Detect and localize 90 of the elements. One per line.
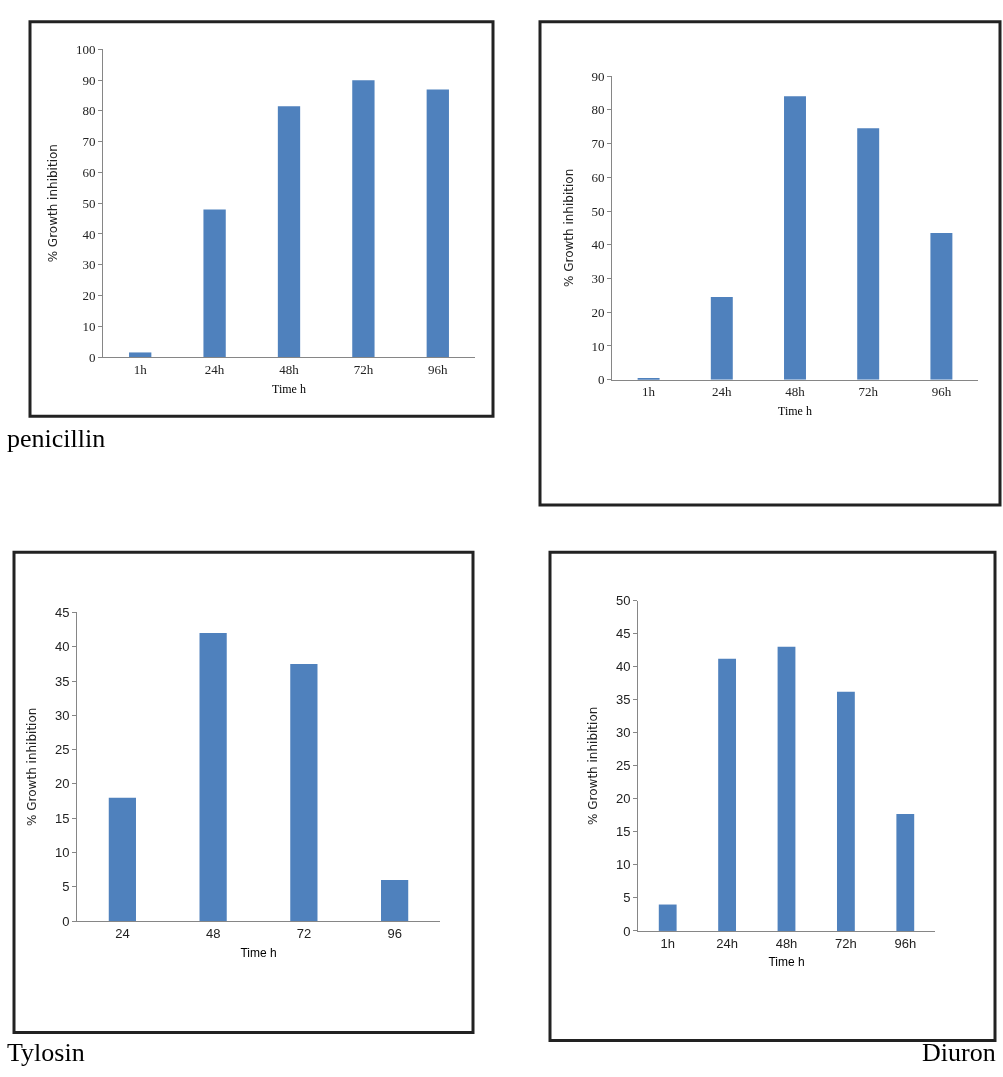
- y-tick-label: 45: [54, 605, 70, 620]
- y-tick-label: 40: [54, 639, 70, 655]
- x-axis-title: Time h: [768, 955, 805, 970]
- x-tick-label: 72h: [835, 935, 857, 951]
- x-tick-label: 24h: [204, 361, 225, 377]
- bar: [203, 209, 226, 358]
- bar: [784, 96, 806, 380]
- y-tick-label: 40: [591, 237, 605, 253]
- y-tick-label: 0: [88, 349, 96, 365]
- x-tick-label: 48h: [279, 361, 300, 377]
- y-tick-label: 0: [597, 372, 605, 388]
- bar: [896, 814, 915, 931]
- bar: [836, 691, 855, 931]
- x-tick-label: 1h: [642, 384, 656, 400]
- x-axis-title: Time h: [272, 381, 306, 396]
- y-tick-label: 90: [591, 68, 605, 84]
- y-tick-label: 60: [82, 165, 96, 181]
- x-tick-label: 96h: [428, 361, 449, 377]
- y-tick-label: 15: [615, 824, 631, 840]
- y-tick-label: 5: [623, 890, 631, 906]
- y-tick-label: 45: [615, 626, 631, 642]
- x-tick-label: 96h: [931, 384, 952, 400]
- x-tick-label: 96h: [894, 935, 917, 951]
- x-axis-title: Time h: [778, 404, 812, 419]
- y-tick-label: 0: [62, 913, 70, 929]
- y-tick-label: 25: [615, 758, 631, 774]
- text: penicillin: [7, 424, 106, 453]
- bar: [108, 797, 136, 922]
- y-tick-label: 80: [591, 102, 605, 118]
- y-tick-label: 40: [82, 226, 96, 242]
- y-tick-label: 40: [615, 659, 631, 675]
- bar: [290, 663, 318, 922]
- y-tick-label: 100: [75, 41, 96, 57]
- y-axis-title: % Growth inhibition: [586, 706, 601, 825]
- bar: [930, 232, 953, 380]
- x-tick-label: 1h: [133, 361, 148, 377]
- bar: [857, 128, 880, 380]
- y-tick-label: 90: [82, 72, 96, 88]
- text: Tylosin: [7, 1038, 85, 1067]
- y-tick-label: 80: [82, 103, 96, 119]
- y-tick-label: 30: [82, 257, 96, 273]
- y-axis-title: % Growth inhibition: [561, 168, 576, 288]
- x-tick-label: 24h: [712, 384, 733, 400]
- y-tick-label: 20: [615, 791, 631, 807]
- y-tick-label: 60: [591, 169, 605, 185]
- x-tick-label: 72h: [858, 384, 879, 400]
- y-tick-label: 20: [591, 304, 605, 320]
- y-tick-label: 20: [54, 776, 70, 792]
- y-tick-label: 35: [615, 692, 631, 708]
- bar: [777, 646, 796, 931]
- x-tick-label: 48h: [785, 384, 806, 400]
- y-axis-title: % Growth inhibition: [25, 707, 40, 826]
- y-tick-label: 10: [54, 845, 70, 861]
- y-tick-label: 30: [54, 707, 70, 723]
- y-tick-label: 50: [591, 203, 605, 219]
- x-tick-label: 72: [296, 925, 312, 941]
- y-tick-label: 30: [591, 271, 605, 287]
- y-tick-label: 15: [54, 810, 70, 826]
- x-tick-label: 72h: [353, 361, 374, 377]
- y-tick-label: 10: [591, 338, 605, 354]
- bar: [710, 297, 733, 380]
- y-tick-label: 0: [623, 923, 631, 939]
- y-tick-label: 30: [615, 725, 631, 741]
- text: Diuron: [922, 1038, 996, 1067]
- bar: [199, 633, 227, 922]
- y-tick-label: 50: [82, 195, 96, 211]
- bar: [426, 89, 449, 358]
- y-axis-title: % Growth inhibition: [46, 144, 61, 263]
- y-tick-label: 20: [82, 288, 96, 304]
- x-tick-label: 96: [387, 925, 402, 941]
- y-tick-label: 35: [54, 673, 70, 689]
- y-tick-label: 25: [54, 742, 70, 758]
- x-tick-label: 48h: [775, 935, 798, 951]
- bar: [129, 352, 152, 358]
- y-tick-label: 70: [591, 136, 605, 152]
- bar: [277, 106, 301, 358]
- bar: [658, 904, 677, 931]
- x-tick-label: 1h: [660, 935, 675, 951]
- bar: [381, 879, 409, 922]
- y-tick-label: 50: [615, 593, 631, 609]
- y-tick-label: 10: [82, 318, 96, 334]
- x-tick-label: 24h: [716, 935, 738, 951]
- y-tick-label: 70: [82, 134, 96, 150]
- x-axis-title: Time h: [240, 945, 277, 960]
- x-tick-label: 24: [115, 925, 130, 941]
- x-tick-label: 48: [205, 925, 221, 941]
- y-tick-label: 5: [62, 879, 70, 895]
- y-tick-label: 10: [615, 857, 631, 873]
- bar: [718, 658, 737, 931]
- bar: [352, 80, 375, 358]
